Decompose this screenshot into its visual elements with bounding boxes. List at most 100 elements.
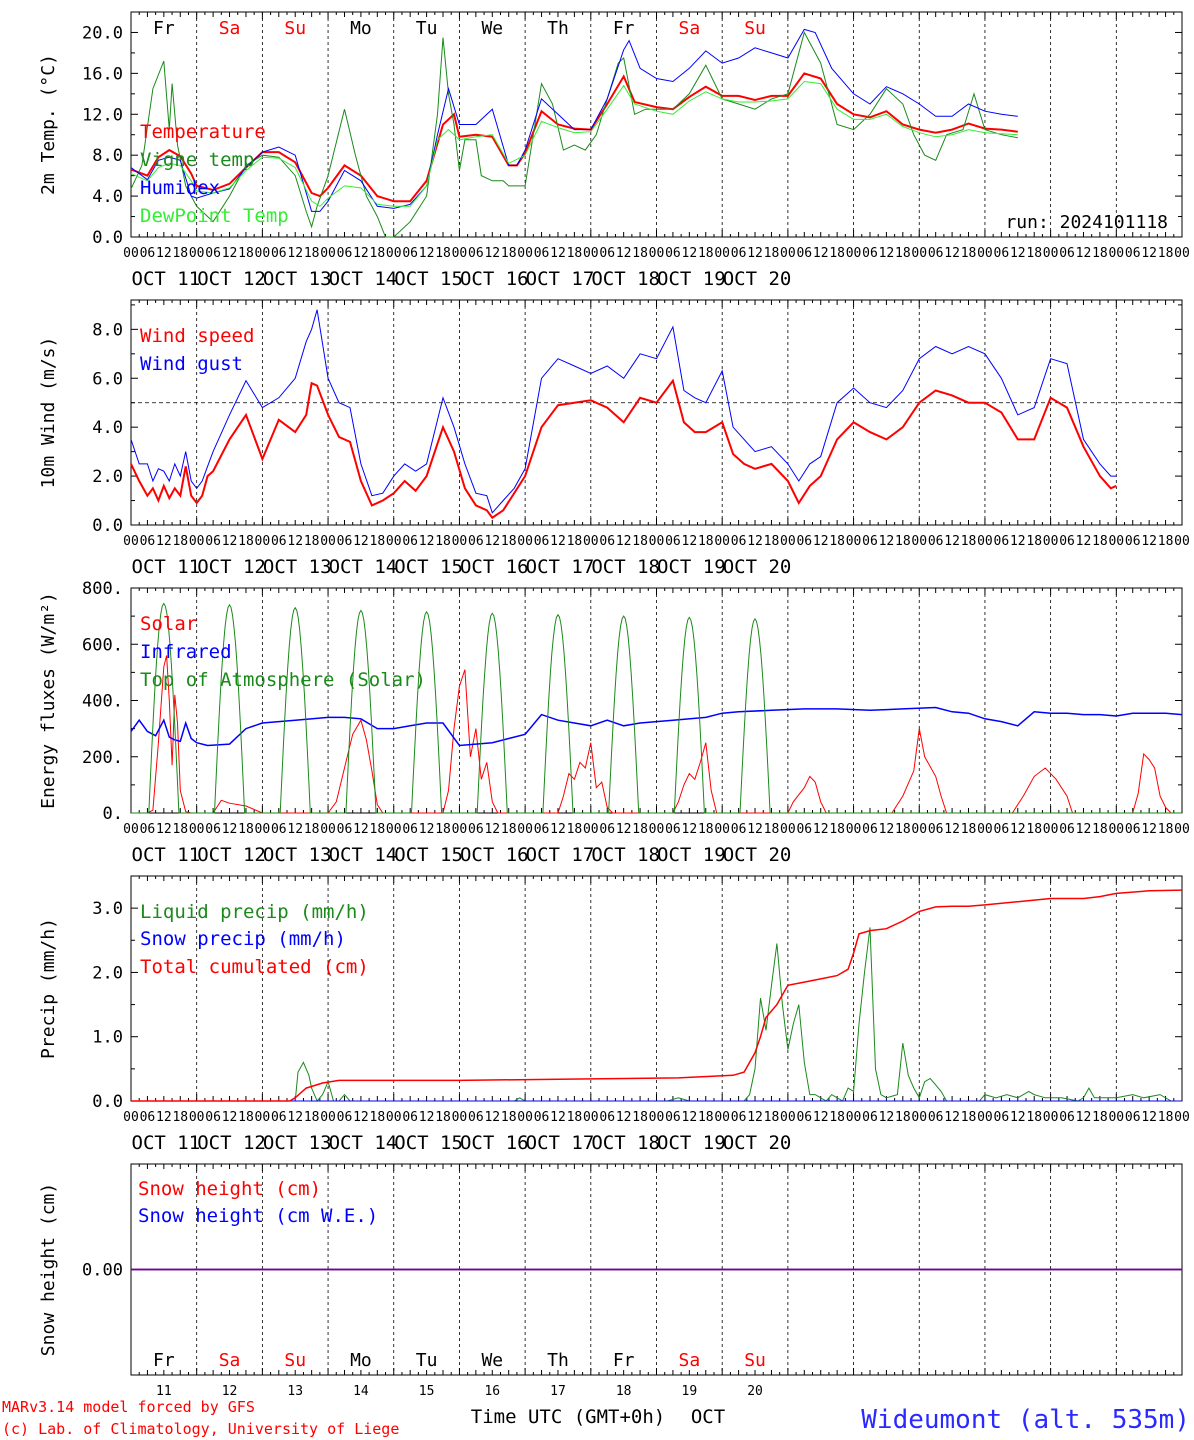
- x-hour-tick-label: 00: [452, 1110, 468, 1125]
- y-tick-label: 16.0: [82, 64, 123, 84]
- x-hour-tick-label: 12: [944, 1110, 960, 1125]
- weekday-label: Sa: [219, 18, 241, 39]
- x-hour-tick-label: 12: [419, 822, 435, 837]
- x-hour-tick-label: 00: [780, 246, 796, 261]
- x-hour-tick-label: 06: [862, 246, 878, 261]
- x-hour-tick-label: 06: [205, 822, 221, 837]
- x-hour-tick-label: 06: [402, 246, 418, 261]
- x-hour-tick-label: 00: [386, 822, 402, 837]
- x-hour-tick-label: 18: [1026, 822, 1042, 837]
- x-hour-tick-label: 00: [846, 246, 862, 261]
- x-hour-tick-label: 18: [501, 534, 517, 549]
- x-hour-tick-label: 18: [501, 822, 517, 837]
- x-hour-tick-label: 18: [567, 246, 583, 261]
- x-hour-tick-label: 18: [698, 534, 714, 549]
- x-date-label: OCT 15: [394, 268, 463, 290]
- x-hour-tick-label: 18: [370, 246, 386, 261]
- credit-line-1: MARv3.14 model forced by GFS: [2, 1398, 255, 1416]
- x-hour-tick-label: 12: [419, 246, 435, 261]
- legend-entry: Humidex: [140, 177, 220, 199]
- x-hour-tick-label: 12: [944, 246, 960, 261]
- x-hour-tick-label: 18: [172, 246, 188, 261]
- y-tick-label: 3.0: [92, 899, 123, 919]
- x-hour-tick-label: 12: [287, 246, 303, 261]
- x-hour-tick-label: 12: [484, 1110, 500, 1125]
- x-hour-tick-label: 00: [649, 246, 665, 261]
- x-hour-tick-label: 06: [1125, 1110, 1141, 1125]
- x-hour-tick-label: 00: [452, 822, 468, 837]
- x-date-label: OCT 11: [132, 268, 201, 290]
- x-hour-tick-label: 18: [1092, 534, 1108, 549]
- weekday-label: Mo: [350, 1350, 372, 1371]
- x-date-label: OCT 13: [263, 844, 332, 866]
- y-tick-label: 800.: [82, 579, 123, 599]
- series-line-infrared: [130, 706, 1183, 747]
- x-hour-tick-label: 06: [337, 534, 353, 549]
- x-hour-tick-label: 00: [846, 1110, 862, 1125]
- x-hour-tick-label: 12: [879, 534, 895, 549]
- x-date-label: OCT 18: [591, 844, 660, 866]
- x-hour-tick-label: 00: [780, 1110, 796, 1125]
- x-hour-tick-label: 06: [599, 534, 615, 549]
- y-axis-label: 10m Wind (m/s): [38, 337, 59, 489]
- weekday-label: Sa: [679, 18, 701, 39]
- x-hour-tick-label: 06: [337, 246, 353, 261]
- y-tick-label: 0.0: [92, 1092, 123, 1112]
- x-hour-tick-label: 18: [829, 822, 845, 837]
- x-hour-tick-label: 18: [961, 534, 977, 549]
- x-hour-tick-label: 06: [731, 534, 747, 549]
- y-axis-label: 2m Temp. (°C): [38, 54, 59, 195]
- y-tick-label: 1.0: [92, 1028, 123, 1048]
- x-hour-tick-label: 12: [682, 246, 698, 261]
- x-hour-tick-label: 12: [1010, 534, 1026, 549]
- x-hour-tick-label: 00: [255, 534, 271, 549]
- x-hour-tick-label: 00: [911, 1110, 927, 1125]
- x-date-label: OCT 20: [723, 268, 792, 290]
- x-date-label: OCT 16: [460, 1132, 529, 1154]
- x-hour-tick-label: 18: [304, 822, 320, 837]
- weekday-label: Sa: [219, 1350, 241, 1371]
- x-hour-tick-label: 00: [123, 246, 139, 261]
- weekday-label: Su: [744, 1350, 766, 1371]
- x-hour-tick-label: 12: [222, 534, 238, 549]
- x-hour-tick-label: 06: [862, 534, 878, 549]
- x-hour-tick-label: 12: [747, 822, 763, 837]
- x-hour-tick-label: 06: [534, 534, 550, 549]
- x-hour-tick-label: 18: [961, 822, 977, 837]
- y-tick-label: 200.: [82, 748, 123, 768]
- weekday-label: Mo: [350, 18, 372, 39]
- x-hour-tick-label: 00: [1043, 1110, 1059, 1125]
- x-hour-tick-label: 06: [140, 1110, 156, 1125]
- x-hour-tick-label: 00: [1174, 822, 1190, 837]
- x-hour-tick-label: 00: [1174, 1110, 1190, 1125]
- x-hour-tick-label: 06: [140, 246, 156, 261]
- y-tick-label: 12.0: [82, 105, 123, 125]
- x-hour-tick-label: 06: [140, 534, 156, 549]
- x-hour-tick-label: 18: [238, 534, 254, 549]
- x-hour-tick-label: 06: [796, 1110, 812, 1125]
- y-axis-label: Energy fluxes (W/m²): [38, 592, 59, 809]
- x-hour-tick-label: 18: [895, 1110, 911, 1125]
- x-hour-tick-label: 06: [862, 1110, 878, 1125]
- y-axis-label: Snow height (cm): [38, 1183, 59, 1356]
- series-line-wind-speed: [130, 378, 1117, 520]
- x-hour-tick-label: 12: [1141, 822, 1157, 837]
- x-date-label: OCT 19: [657, 556, 726, 578]
- x-hour-tick-label: 12: [879, 1110, 895, 1125]
- x-hour-tick-label: 18: [961, 246, 977, 261]
- x-hour-tick-label: 06: [271, 246, 287, 261]
- series-line-dewpoint-temp: [130, 80, 1018, 207]
- series-line-vigne-temp: [130, 31, 1018, 238]
- x-hour-tick-label: 00: [255, 246, 271, 261]
- y-tick-label: 4.0: [92, 187, 123, 207]
- day-number-label: 15: [419, 1384, 435, 1399]
- x-hour-tick-label: 00: [1108, 534, 1124, 549]
- x-date-label: OCT 20: [723, 1132, 792, 1154]
- x-hour-tick-label: 06: [731, 822, 747, 837]
- x-hour-tick-label: 06: [994, 1110, 1010, 1125]
- x-hour-tick-label: 18: [895, 822, 911, 837]
- x-date-label: OCT 12: [197, 268, 266, 290]
- x-hour-tick-label: 12: [222, 1110, 238, 1125]
- x-hour-tick-label: 12: [353, 822, 369, 837]
- x-hour-tick-label: 00: [1108, 822, 1124, 837]
